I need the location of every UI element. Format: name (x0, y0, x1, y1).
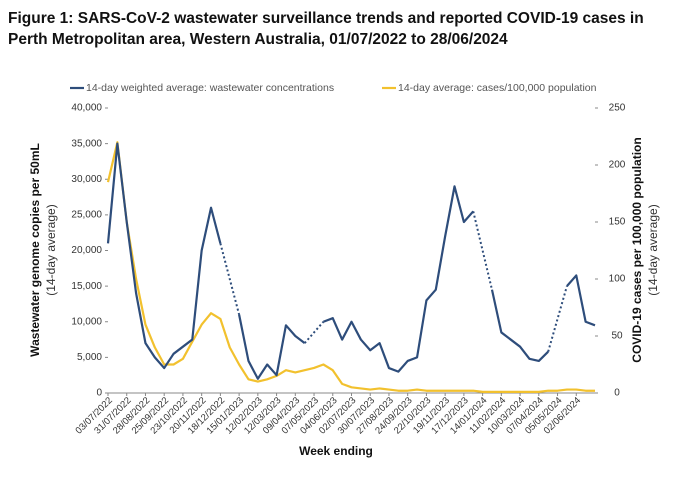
y2-tick-label: 250 (609, 103, 626, 114)
gap-connector (472, 211, 493, 290)
y2-tick-label: 150 (609, 217, 626, 228)
y-tick-label: 30,000 (71, 174, 102, 185)
series-line (106, 141, 595, 393)
y-tick-label: 20,000 (71, 245, 102, 256)
gap-connector (219, 243, 241, 315)
y-tick-label: 5,000 (77, 352, 102, 363)
series-line (106, 142, 596, 380)
gap-connector (547, 285, 568, 352)
y-tick-label: 10,000 (71, 316, 102, 327)
y2-tick-label: 50 (611, 331, 623, 342)
y2-tick-label: 200 (609, 160, 626, 171)
y-tick-label: 40,000 (71, 103, 102, 114)
gap-connector (303, 321, 325, 344)
y2-axis-subtitle: (14-day average) (646, 204, 660, 295)
chart-title: Figure 1: SARS-CoV-2 wastewater surveill… (8, 10, 644, 48)
x-axis-title: Week ending (299, 444, 373, 458)
y-tick-label: 25,000 (71, 210, 102, 221)
y2-tick-label: 100 (609, 274, 626, 285)
y-tick-label: 15,000 (71, 281, 102, 292)
y-axis-title: Wastewater genome copies per 50mL (28, 143, 42, 357)
legend-label: 14-day weighted average: wastewater conc… (86, 82, 334, 94)
y-axis-subtitle: (14-day average) (44, 204, 58, 295)
y-tick-label: 35,000 (71, 138, 102, 149)
y2-axis-title: COVID-19 cases per 100,000 population (630, 137, 644, 362)
y2-tick-label: 0 (614, 388, 620, 399)
legend-label: 14-day average: cases/100,000 population (398, 82, 597, 94)
y-tick-label: 0 (96, 388, 102, 399)
